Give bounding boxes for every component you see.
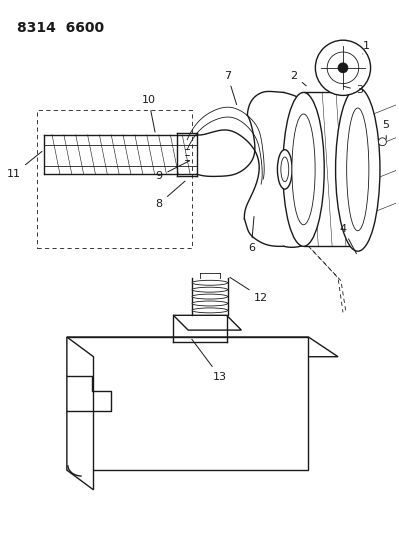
Ellipse shape bbox=[292, 114, 315, 225]
Text: 8: 8 bbox=[155, 181, 185, 209]
Text: 5: 5 bbox=[382, 120, 389, 139]
Text: 4: 4 bbox=[340, 224, 356, 254]
Text: 7: 7 bbox=[224, 71, 237, 104]
Text: 10: 10 bbox=[142, 95, 156, 132]
Polygon shape bbox=[174, 316, 241, 330]
Circle shape bbox=[315, 40, 371, 95]
Ellipse shape bbox=[192, 301, 227, 306]
Ellipse shape bbox=[192, 280, 227, 285]
Ellipse shape bbox=[277, 150, 292, 189]
Ellipse shape bbox=[192, 308, 227, 313]
Text: 8314  6600: 8314 6600 bbox=[17, 21, 104, 36]
Polygon shape bbox=[67, 337, 93, 490]
Text: 11: 11 bbox=[6, 151, 42, 179]
Text: 9: 9 bbox=[155, 161, 190, 181]
Ellipse shape bbox=[192, 294, 227, 299]
Text: 1: 1 bbox=[363, 41, 370, 54]
Text: 12: 12 bbox=[230, 277, 269, 303]
Circle shape bbox=[379, 138, 386, 146]
Polygon shape bbox=[67, 337, 338, 357]
Text: 3: 3 bbox=[344, 85, 363, 95]
Text: 13: 13 bbox=[192, 339, 227, 382]
Ellipse shape bbox=[192, 287, 227, 292]
Text: 2: 2 bbox=[290, 71, 306, 86]
Ellipse shape bbox=[336, 87, 380, 251]
Ellipse shape bbox=[347, 108, 369, 231]
Text: 6: 6 bbox=[248, 216, 255, 253]
Ellipse shape bbox=[283, 92, 324, 246]
Polygon shape bbox=[67, 337, 308, 470]
Ellipse shape bbox=[281, 157, 289, 182]
Circle shape bbox=[338, 63, 348, 72]
Circle shape bbox=[327, 52, 359, 84]
